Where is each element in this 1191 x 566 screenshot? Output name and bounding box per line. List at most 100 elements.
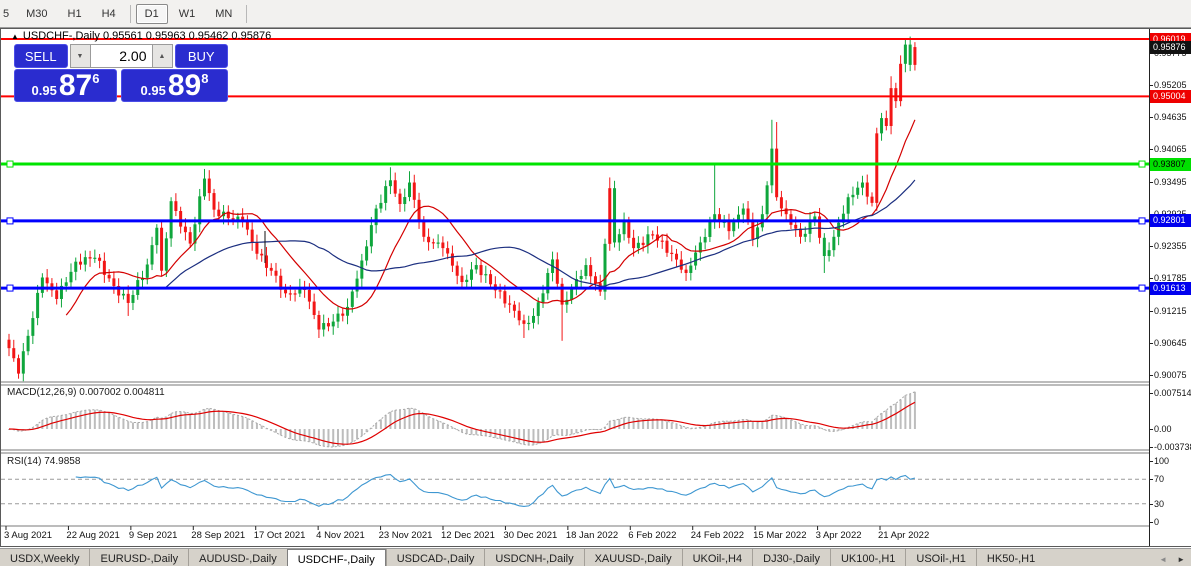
price-tick-label: 0.90075 [1154, 370, 1187, 380]
axis-tick-mark [1150, 429, 1153, 430]
macd-histogram-bar [799, 423, 802, 429]
macd-histogram-bar [542, 429, 545, 442]
buy-price-display[interactable]: 0.95 89 8 [121, 69, 228, 102]
macd-histogram-bar [341, 429, 344, 446]
macd-histogram-bar [518, 429, 521, 444]
timeframe-button-h1[interactable]: H1 [67, 7, 82, 20]
candle-body [350, 291, 354, 307]
timeframe-button-d1[interactable]: D1 [135, 3, 168, 24]
chart-plot-area[interactable] [1, 29, 1149, 546]
volume-increase-icon[interactable]: ▲ [151, 44, 173, 68]
candle-body [808, 219, 812, 234]
candle-body [727, 221, 731, 232]
macd-histogram-bar [804, 425, 807, 429]
candle-body [365, 246, 369, 261]
timeframe-button-w1[interactable]: W1 [178, 7, 196, 20]
candle-body [40, 277, 44, 293]
buy-button[interactable]: BUY [174, 44, 228, 68]
candle-body [260, 253, 264, 256]
macd-histogram-bar [580, 429, 583, 432]
candle-body [198, 196, 202, 225]
macd-histogram-bar [160, 418, 163, 429]
candle-body [479, 265, 483, 276]
candle-body [474, 265, 478, 270]
sell-price-display[interactable]: 0.95 87 6 [14, 69, 118, 102]
candle-body [36, 292, 40, 319]
date-axis-label: 9 Sep 2021 [128, 530, 178, 541]
sell-button[interactable]: SELL [14, 44, 68, 68]
chart-canvas[interactable] [1, 29, 1149, 546]
chart-tab-usdx-weekly[interactable]: USDX,Weekly [10, 553, 80, 565]
chart-tab-hk50-h1[interactable]: HK50-,H1 [975, 549, 1045, 566]
candle-body [841, 213, 845, 223]
macd-histogram-bar [394, 410, 397, 429]
macd-histogram-bar [413, 408, 416, 429]
chart-tab-eurusd-daily[interactable]: EURUSD-,Daily [89, 549, 188, 566]
macd-histogram-bar [742, 419, 745, 429]
candle-body [241, 216, 245, 221]
candle-body [498, 290, 502, 292]
chart-tab-audusd-daily[interactable]: AUDUSD-,Daily [188, 549, 287, 566]
candle-body [860, 182, 864, 188]
macd-histogram-bar [84, 410, 87, 429]
macd-indicator-label: MACD(12,26,9) 0.007002 0.004811 [7, 387, 165, 398]
candle-body [489, 274, 493, 285]
candle-body [269, 267, 273, 271]
macd-histogram-bar [60, 415, 63, 429]
timeframe-button-5[interactable]: 5 [3, 7, 10, 20]
price-axis[interactable]: 0.957750.952050.946350.940650.934950.929… [1149, 29, 1191, 546]
volume-input[interactable]: 2.00 [90, 44, 152, 68]
macd-histogram-bar [108, 413, 111, 429]
macd-histogram-bar [785, 417, 788, 429]
candle-body [670, 252, 674, 254]
timeframe-button-m30[interactable]: M30 [26, 7, 48, 20]
macd-histogram-bar [346, 429, 349, 445]
macd-histogram-bar [570, 429, 573, 435]
macd-histogram-bar [813, 425, 816, 429]
macd-histogram-bar [408, 408, 411, 429]
macd-histogram-bar [637, 418, 640, 429]
candle-body [908, 44, 912, 65]
timeframe-button-h4[interactable]: H4 [101, 7, 116, 20]
chart-tab-ukoil-h4[interactable]: UKOil-,H4 [681, 549, 753, 566]
chart-tab-usdcad-daily[interactable]: USDCAD-,Daily [385, 549, 485, 566]
macd-histogram-bar [103, 411, 106, 429]
chart-tab-usdcnh-daily[interactable]: USDCNH-,Daily [484, 549, 583, 566]
macd-histogram-bar [499, 429, 502, 439]
level-handle [6, 217, 14, 225]
candle-body [708, 220, 712, 237]
candle-body [384, 186, 388, 203]
macd-histogram-bar [475, 429, 478, 435]
macd-histogram-bar [55, 416, 58, 429]
candle-body [775, 148, 779, 198]
candle-body [675, 253, 679, 260]
chart-tab-xauusd-daily[interactable]: XAUUSD-,Daily [583, 549, 682, 566]
macd-histogram-bar [613, 420, 616, 429]
macd-histogram-bar [375, 423, 378, 429]
macd-histogram-bar [890, 405, 893, 429]
macd-histogram-bar [756, 421, 759, 429]
candle-body [155, 227, 159, 246]
volume-decrease-icon[interactable]: ▼ [69, 44, 91, 68]
candle-body [818, 216, 822, 238]
macd-histogram-bar [527, 429, 530, 446]
timeframe-toolbar: 5 M30 H1 H4 D1 W1 MN [0, 0, 1191, 28]
chart-tab-usdchf-daily[interactable]: USDCHF-,Daily [286, 549, 386, 566]
date-axis-label: 21 Apr 2022 [878, 530, 930, 541]
macd-histogram-bar [213, 409, 216, 429]
candle-body [765, 185, 769, 215]
macd-histogram-bar [36, 423, 39, 429]
macd-histogram-bar [260, 425, 263, 429]
chart-tab-dj30-daily[interactable]: DJ30-,Daily [752, 549, 830, 566]
timeframe-button-mn[interactable]: MN [215, 7, 233, 20]
price-badge: 0.93807 [1150, 157, 1191, 171]
candle-body [651, 234, 655, 236]
candle-body [274, 270, 278, 276]
macd-histogram-bar [136, 422, 139, 429]
macd-histogram-bar [775, 415, 778, 429]
tab-scroll-left-icon[interactable]: ◄ [1159, 554, 1168, 564]
chart-tab-usoil-h1[interactable]: USOil-,H1 [905, 549, 976, 566]
chart-tab-uk100-h1[interactable]: UK100-,H1 [829, 549, 905, 566]
candle-body [117, 285, 121, 296]
tab-scroll-right-icon[interactable]: ► [1177, 554, 1185, 564]
